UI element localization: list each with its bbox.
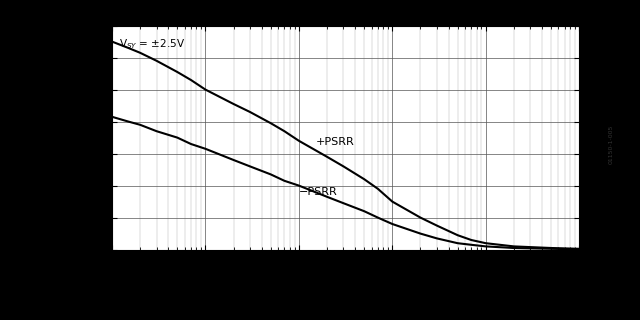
Text: V$_{SY}$ = ±2.5V: V$_{SY}$ = ±2.5V [120, 37, 186, 51]
Text: Figure 35. PSRR vs. Frequency at ±2.5 V: Figure 35. PSRR vs. Frequency at ±2.5 V [200, 291, 440, 304]
Text: 01150-1-005: 01150-1-005 [609, 124, 614, 164]
Text: +PSRR: +PSRR [316, 137, 354, 148]
X-axis label: FREQUENCY (Hz): FREQUENCY (Hz) [293, 268, 398, 279]
Y-axis label: PSRR (dB): PSRR (dB) [73, 106, 83, 169]
Text: −PSRR: −PSRR [299, 187, 338, 197]
